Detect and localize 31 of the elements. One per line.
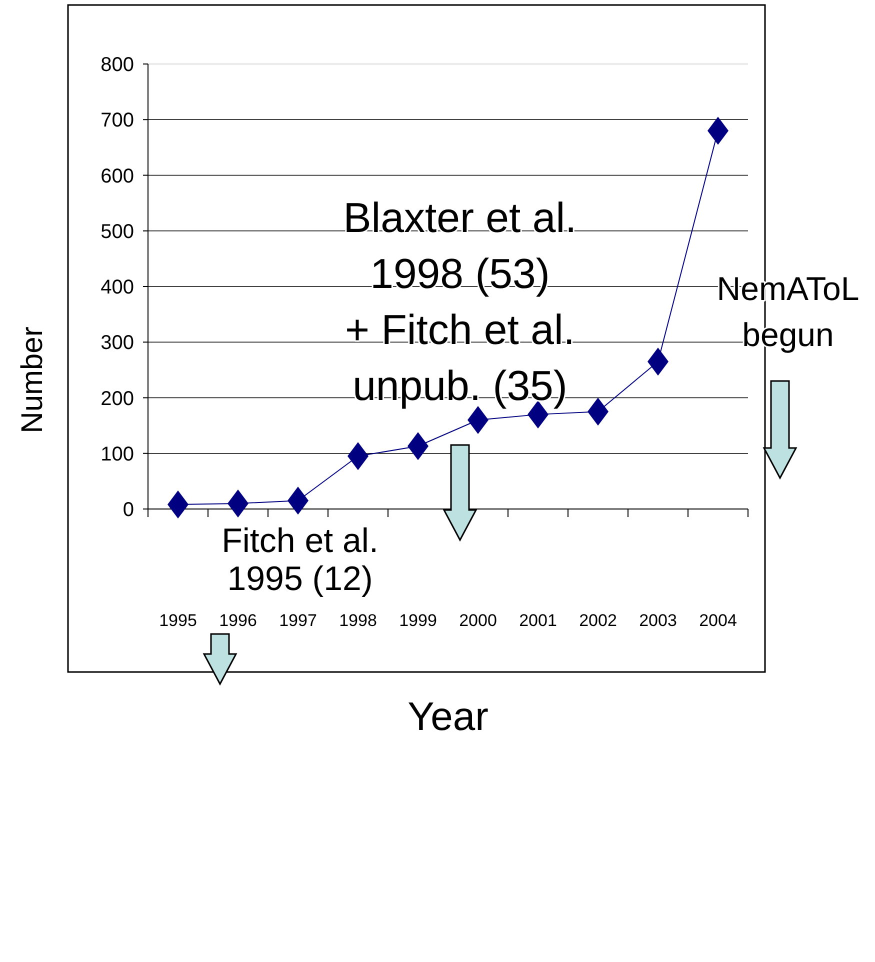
x-tick-label: 1997: [279, 610, 317, 630]
x-axis-title: Year: [408, 695, 488, 739]
x-tick-label: 1996: [219, 610, 257, 630]
y-tick-label: 700: [100, 110, 134, 132]
point: [648, 348, 668, 376]
x-tick-label: 2002: [579, 610, 617, 630]
x-tick-label: 2000: [459, 610, 497, 630]
point: [168, 490, 188, 519]
point: [348, 442, 368, 470]
y-tick-label: 200: [100, 388, 134, 410]
y-tick-label: 100: [100, 443, 134, 466]
y-tick-label: 600: [100, 165, 134, 188]
y-tick-label: 800: [100, 54, 134, 76]
x-tick-label: 2001: [519, 610, 557, 630]
y-tick-label: 0: [122, 499, 134, 521]
point: [708, 116, 728, 145]
annotation: Blaxter et al. 1998 (53) + Fitch et al. unpub. (35): [343, 194, 577, 409]
point: [588, 398, 608, 426]
y-tick-label: 400: [100, 276, 134, 298]
x-tick-label: 1995: [159, 610, 197, 630]
y-axis-title: Number: [16, 326, 49, 434]
x-tick-label: 2004: [699, 610, 737, 630]
y-tick-label: 300: [100, 332, 134, 354]
x-tick-label: 2003: [639, 610, 677, 630]
point: [288, 486, 308, 515]
y-tick-label: 500: [100, 220, 134, 243]
x-tick-label: 1998: [339, 610, 377, 630]
x-tick-label: 1999: [399, 610, 437, 630]
point: [408, 432, 428, 460]
point: [228, 489, 248, 518]
text: Fitch et al. 1995 (12): [222, 522, 378, 598]
